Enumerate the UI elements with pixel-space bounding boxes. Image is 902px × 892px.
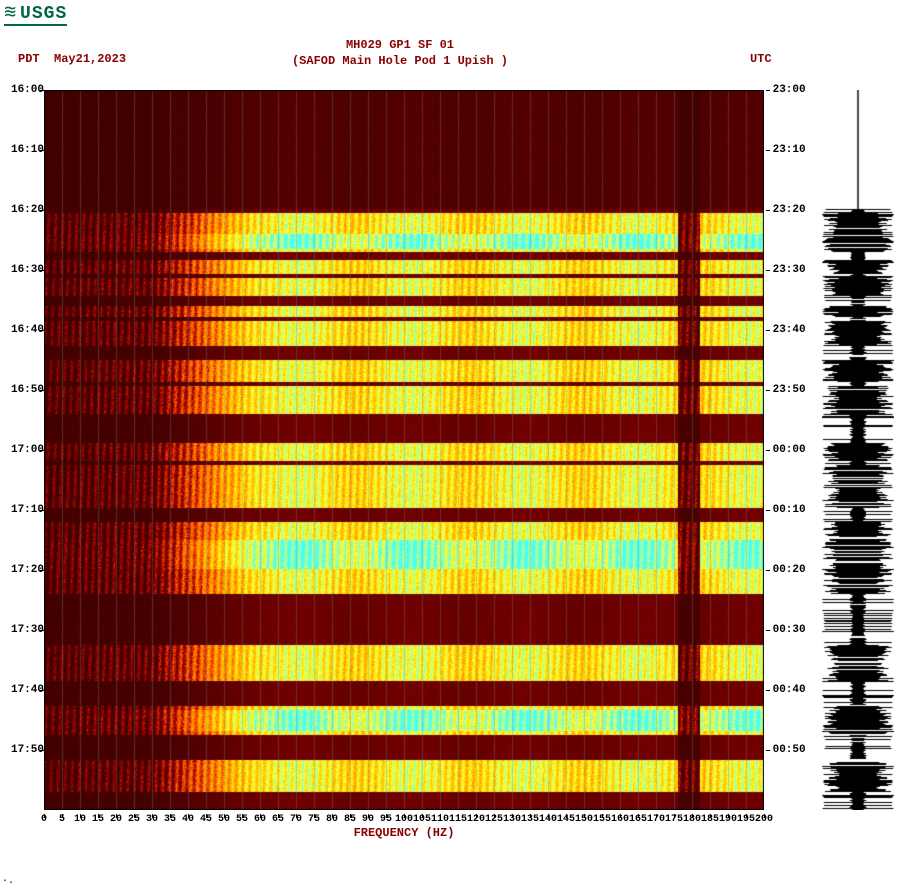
y-right-tick: 00:30 bbox=[766, 624, 810, 636]
x-tick: 110 bbox=[431, 814, 449, 825]
corner-mark: ·. bbox=[2, 876, 14, 887]
y-left-tick: 17:50 bbox=[0, 744, 44, 756]
x-tick: 135 bbox=[521, 814, 539, 825]
y-right-tick: 23:40 bbox=[766, 324, 810, 336]
waveform-canvas bbox=[822, 90, 894, 810]
y-right-tick: 00:00 bbox=[766, 444, 810, 456]
x-tick: 95 bbox=[380, 814, 392, 825]
x-tick: 140 bbox=[539, 814, 557, 825]
y-axis-left: 16:0016:1016:2016:3016:4016:5017:0017:10… bbox=[0, 90, 44, 810]
x-tick: 10 bbox=[74, 814, 86, 825]
usgs-text: USGS bbox=[20, 4, 67, 24]
left-date: May21,2023 bbox=[54, 52, 126, 66]
x-tick: 145 bbox=[557, 814, 575, 825]
waveform-plot bbox=[822, 90, 894, 810]
x-tick: 190 bbox=[719, 814, 737, 825]
x-tick: 20 bbox=[110, 814, 122, 825]
x-tick: 85 bbox=[344, 814, 356, 825]
y-right-tick: 23:30 bbox=[766, 264, 810, 276]
x-tick: 160 bbox=[611, 814, 629, 825]
y-left-tick: 17:20 bbox=[0, 564, 44, 576]
x-tick: 80 bbox=[326, 814, 338, 825]
y-left-tick: 17:00 bbox=[0, 444, 44, 456]
y-right-tick: 23:10 bbox=[766, 144, 810, 156]
usgs-logo: ≋ USGS bbox=[4, 4, 67, 24]
y-right-tick: 00:40 bbox=[766, 684, 810, 696]
x-tick: 40 bbox=[182, 814, 194, 825]
x-tick: 115 bbox=[449, 814, 467, 825]
y-left-tick: 16:10 bbox=[0, 144, 44, 156]
left-timezone: PDT bbox=[18, 52, 40, 66]
x-tick: 65 bbox=[272, 814, 284, 825]
x-axis-label: FREQUENCY (HZ) bbox=[44, 826, 764, 840]
header-right: UTC bbox=[750, 52, 772, 66]
x-tick: 170 bbox=[647, 814, 665, 825]
x-tick: 155 bbox=[593, 814, 611, 825]
right-timezone: UTC bbox=[750, 52, 772, 66]
x-tick: 100 bbox=[395, 814, 413, 825]
x-tick: 185 bbox=[701, 814, 719, 825]
y-left-tick: 17:10 bbox=[0, 504, 44, 516]
spectrogram-plot bbox=[44, 90, 764, 810]
header-left: PDT May21,2023 bbox=[18, 52, 126, 66]
x-tick: 150 bbox=[575, 814, 593, 825]
y-right-tick: 00:50 bbox=[766, 744, 810, 756]
x-tick: 90 bbox=[362, 814, 374, 825]
y-right-tick: 00:20 bbox=[766, 564, 810, 576]
x-tick: 195 bbox=[737, 814, 755, 825]
x-tick: 15 bbox=[92, 814, 104, 825]
x-tick: 120 bbox=[467, 814, 485, 825]
x-tick: 45 bbox=[200, 814, 212, 825]
y-axis-right: 23:00 23:10 23:20 23:30 23:40 23:50 00:0… bbox=[766, 90, 810, 810]
y-right-tick: 23:50 bbox=[766, 384, 810, 396]
x-tick: 35 bbox=[164, 814, 176, 825]
x-tick: 30 bbox=[146, 814, 158, 825]
x-tick: 130 bbox=[503, 814, 521, 825]
y-left-tick: 17:30 bbox=[0, 624, 44, 636]
y-left-tick: 16:40 bbox=[0, 324, 44, 336]
x-tick: 0 bbox=[41, 814, 47, 825]
x-tick: 25 bbox=[128, 814, 140, 825]
y-left-tick: 17:40 bbox=[0, 684, 44, 696]
x-tick: 200 bbox=[755, 814, 773, 825]
y-left-tick: 16:30 bbox=[0, 264, 44, 276]
y-right-tick: 23:20 bbox=[766, 204, 810, 216]
y-left-tick: 16:20 bbox=[0, 204, 44, 216]
x-tick: 105 bbox=[413, 814, 431, 825]
y-right-tick: 00:10 bbox=[766, 504, 810, 516]
x-tick: 125 bbox=[485, 814, 503, 825]
x-tick: 75 bbox=[308, 814, 320, 825]
usgs-wave-icon: ≋ bbox=[4, 4, 16, 24]
x-tick: 60 bbox=[254, 814, 266, 825]
x-tick: 180 bbox=[683, 814, 701, 825]
y-left-tick: 16:50 bbox=[0, 384, 44, 396]
y-right-tick: 23:00 bbox=[766, 84, 810, 96]
x-tick: 165 bbox=[629, 814, 647, 825]
x-tick: 70 bbox=[290, 814, 302, 825]
spectrogram-canvas bbox=[44, 90, 764, 810]
y-left-tick: 16:00 bbox=[0, 84, 44, 96]
x-tick: 50 bbox=[218, 814, 230, 825]
x-tick: 55 bbox=[236, 814, 248, 825]
x-tick: 175 bbox=[665, 814, 683, 825]
x-tick: 5 bbox=[59, 814, 65, 825]
